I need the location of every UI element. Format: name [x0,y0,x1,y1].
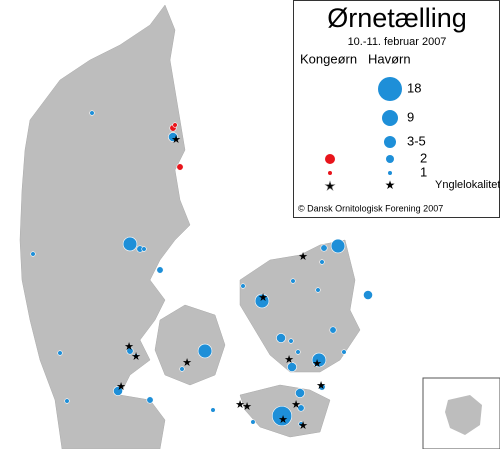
havorn-site [179,366,185,372]
size-label: 2 [420,150,427,165]
breeding-star: ★ [284,354,294,366]
jutland [19,4,191,450]
legend-symbol [325,154,335,164]
havorn-site [288,338,294,344]
havorn-site [126,347,134,355]
havorn-site [290,278,296,284]
breeding-star: ★ [131,351,141,363]
bornholm [445,395,482,435]
havorn-site [30,251,36,257]
havorn-site [141,246,147,252]
havorn-site [254,293,270,309]
breeding-star: ★ [235,399,245,411]
breeding-star: ★ [116,381,126,393]
havorn-site [113,386,123,396]
havorn-site [122,236,138,252]
zealand [239,239,361,373]
breeding-star: ★ [298,251,308,263]
breeding-label: Ynglelokalitet 2006 [435,179,500,191]
havorn-site [250,419,256,425]
legend-marks: ★ ★ [324,77,402,193]
breeding-star: ★ [291,399,301,411]
havorn-site [297,404,305,412]
havorn-site [156,266,164,274]
havorn-site [363,290,373,300]
havorn-site [168,132,178,142]
size-label: 9 [407,109,414,124]
legend-symbol: ★ [385,178,396,192]
land [19,4,361,450]
breeding-star: ★ [182,357,192,369]
havorn-site [57,350,63,356]
havorn-site [318,383,326,391]
legend-box [293,0,500,218]
species-label: Havørn [368,51,411,66]
havorn-site [276,333,286,343]
havorn-site [298,421,304,427]
havorn-site [146,396,154,404]
legend-symbol [328,171,332,175]
havorn-site [329,326,337,334]
kongeorn-site [176,163,184,171]
havorn-site [133,353,139,359]
legend-symbol [378,77,402,101]
breeding-star: ★ [124,341,134,353]
havorn-site [330,238,346,254]
havorn-site [89,110,95,116]
breeding-star: ★ [312,358,322,370]
credit: © Dansk Ornitologisk Forening 2007 [298,203,443,213]
havorn-site [295,349,301,355]
breeding-star: ★ [258,292,268,304]
species-label: Kongeørn [300,51,357,66]
size-label: 3-5 [407,133,426,148]
breeding-star: ★ [171,134,181,146]
havorn-site [197,343,213,359]
breeding-star: ★ [298,420,308,432]
breeding-star: ★ [242,401,252,413]
breeding-star: ★ [278,414,288,426]
funen [154,304,226,386]
havorn-site [287,362,297,372]
legend-symbol [388,171,392,175]
legend-symbol [384,136,396,148]
havorn-site [315,287,321,293]
havorn-site [64,398,70,404]
havorn-site [341,349,347,355]
size-label: 1 [420,164,427,179]
havorn-site [311,352,327,368]
legend-symbol [386,155,394,163]
havorn-site [320,244,328,252]
havorn-site [271,405,293,427]
havorn-site [210,407,216,413]
legend-symbol [382,110,398,126]
kongeorn-site [172,122,178,128]
havorn-site [319,259,325,265]
legend-title: Ørnetælling [327,3,467,33]
legend-subtitle: 10.-11. februar 2007 [348,36,447,48]
breeding-star: ★ [316,380,326,392]
havorn-site [240,283,246,289]
havorn-site [295,388,305,398]
size-label: 18 [407,80,421,95]
legend-symbol: ★ [325,179,336,193]
